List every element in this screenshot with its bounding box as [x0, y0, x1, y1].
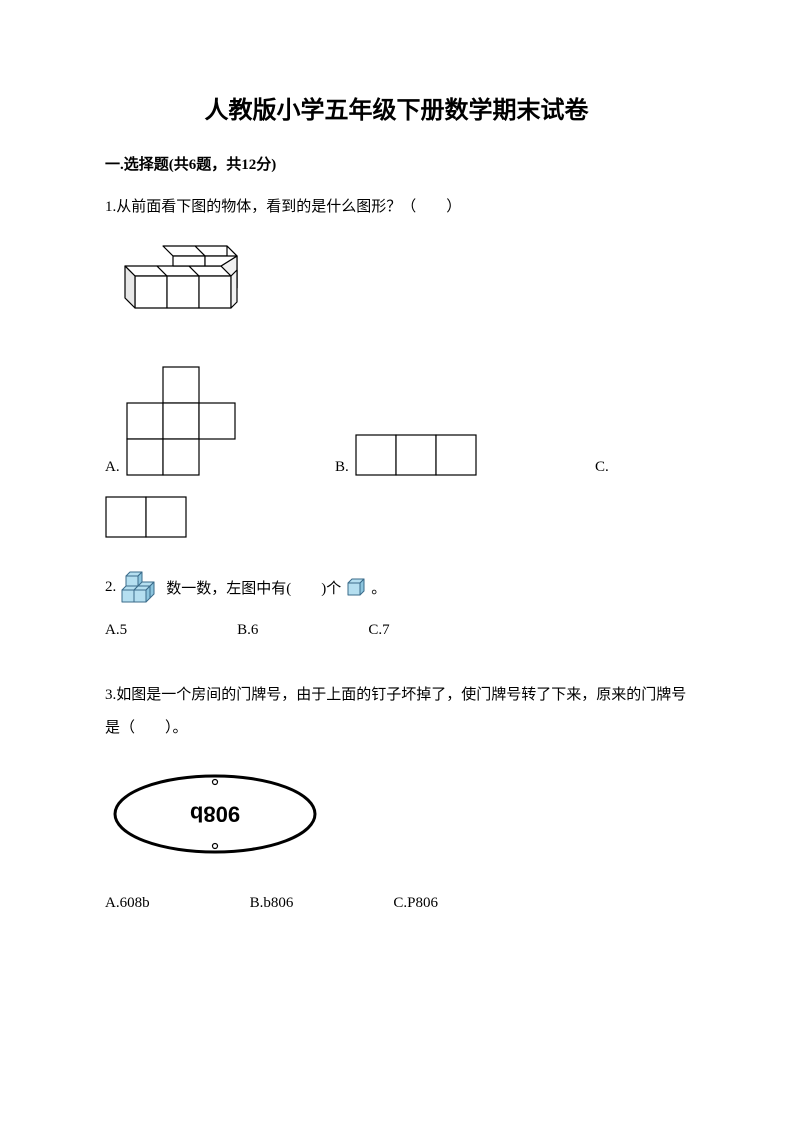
q3-option-a: A.608b — [105, 895, 150, 912]
q2-options: A.5 B.6 C.7 — [105, 622, 688, 639]
q2-suffix: 。 — [371, 577, 386, 598]
q1-option-c-label: C. — [595, 459, 609, 476]
q1-3d-figure — [105, 236, 688, 336]
q1-option-a-label: A. — [105, 459, 120, 476]
page-title: 人教版小学五年级下册数学期末试卷 — [105, 90, 688, 125]
section-1-header: 一.选择题(共6题，共12分) — [105, 153, 688, 174]
q3-text: 3.如图是一个房间的门牌号，由于上面的钉子坏掉了，使门牌号转了下来，原来的门牌号… — [105, 679, 688, 745]
q1-option-a-shape — [126, 366, 236, 476]
q3-option-b: B.b806 — [250, 895, 294, 912]
q2-option-b: B.6 — [237, 622, 258, 639]
q1-text: 1.从前面看下图的物体，看到的是什么图形？（ ） — [105, 192, 688, 222]
q2-small-cube-icon — [345, 576, 367, 598]
q2-row: 2. 数一数，左图中有( )个 。 — [105, 568, 688, 606]
q1-option-b-label: B. — [335, 459, 349, 476]
q1-option-b-shape — [355, 434, 477, 476]
q2-option-c: C.7 — [368, 622, 389, 639]
svg-text:908b: 908b — [190, 802, 240, 827]
q1-options-row: A. B. C. — [105, 366, 688, 476]
q2-prefix: 2. — [105, 579, 116, 596]
q1-option-c-shape — [105, 496, 688, 538]
q2-mid: 数一数，左图中有( )个 — [166, 577, 341, 598]
q3-option-c: C.P806 — [393, 895, 438, 912]
q2-big-cube-icon — [120, 568, 162, 606]
q2-option-a: A.5 — [105, 622, 127, 639]
q3-options: A.608b B.b806 C.P806 — [105, 895, 688, 912]
q3-plate-figure: 908b — [105, 769, 688, 859]
